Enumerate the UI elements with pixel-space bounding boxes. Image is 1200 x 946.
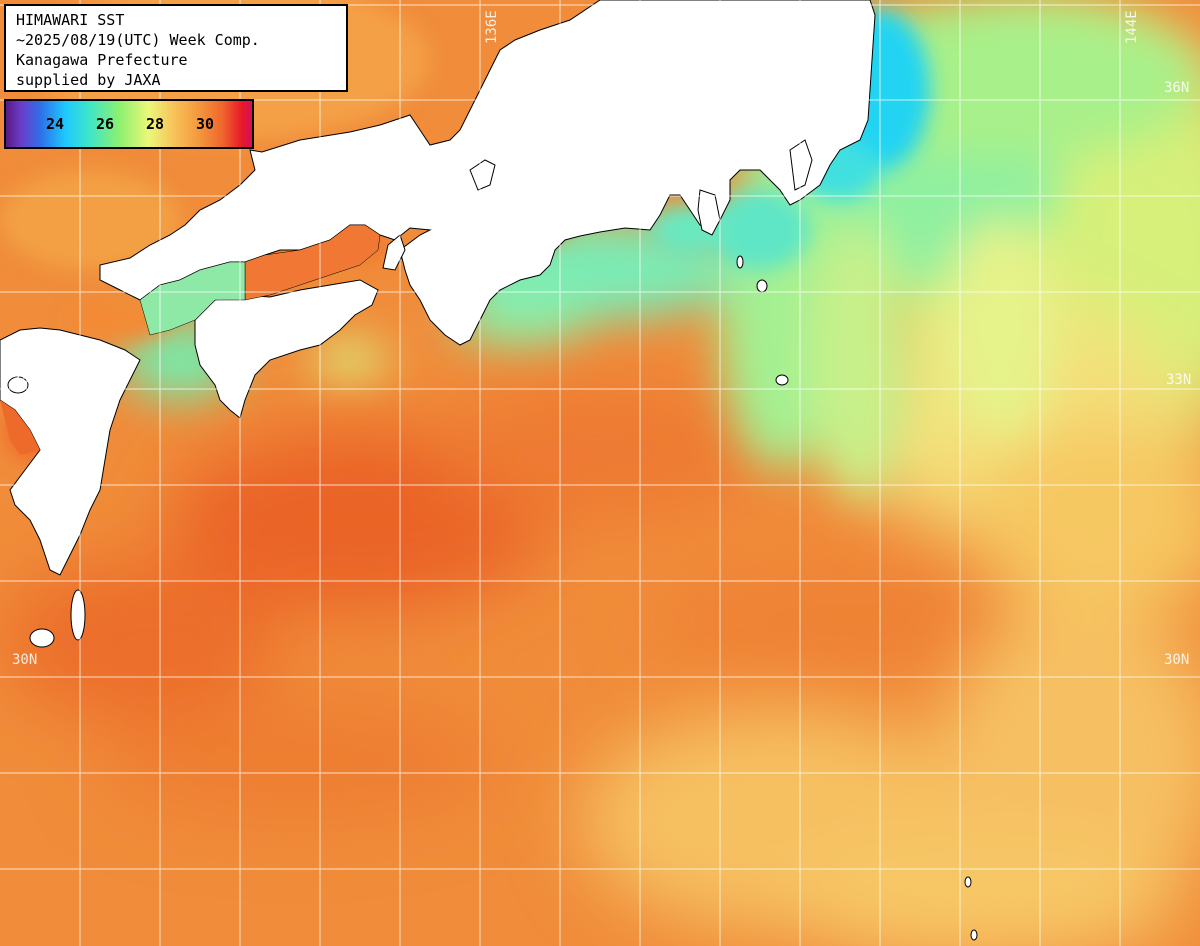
title-line-2: ~2025/08/19(UTC) Week Comp. (16, 31, 260, 49)
warm-core (0, 380, 1050, 820)
title-line-3: Kanagawa Prefecture (16, 51, 188, 69)
lat-label-30n-left: 30N (12, 652, 38, 668)
land (0, 0, 978, 941)
lon-label-136e: 136E (484, 10, 500, 44)
land-yakushima (29, 628, 55, 648)
color-bar: 24 26 28 30 (4, 99, 254, 149)
land-bonin-2 (970, 929, 978, 941)
colorbar-tick-28: 28 (146, 115, 165, 133)
land-hachijo (736, 255, 744, 269)
lat-label-33n-left: 33N (12, 372, 38, 388)
title-line-4: supplied by JAXA (16, 71, 161, 89)
land-tanegashima (70, 589, 86, 641)
land-miyake (775, 374, 789, 386)
land-oshima (756, 279, 768, 293)
land-noto (469, 159, 496, 191)
colorbar-tick-26: 26 (96, 115, 115, 133)
lat-label-33n-right: 33N (1166, 372, 1192, 388)
colorbar-tick-24: 24 (46, 115, 65, 133)
title-line-1: HIMAWARI SST (16, 11, 125, 29)
land-izu (697, 189, 721, 236)
lon-label-144e: 144E (1124, 10, 1140, 44)
land-bonin-1 (964, 876, 972, 888)
land-boso (789, 139, 813, 191)
land-kyushu (0, 327, 141, 576)
title-box: HIMAWARI SST ~2025/08/19(UTC) Week Comp.… (4, 4, 348, 92)
lat-label-30n-right: 30N (1164, 652, 1190, 668)
colorbar-tick-30: 30 (196, 115, 215, 133)
lat-label-36n: 36N (1164, 80, 1190, 96)
inland-sea (0, 224, 381, 455)
